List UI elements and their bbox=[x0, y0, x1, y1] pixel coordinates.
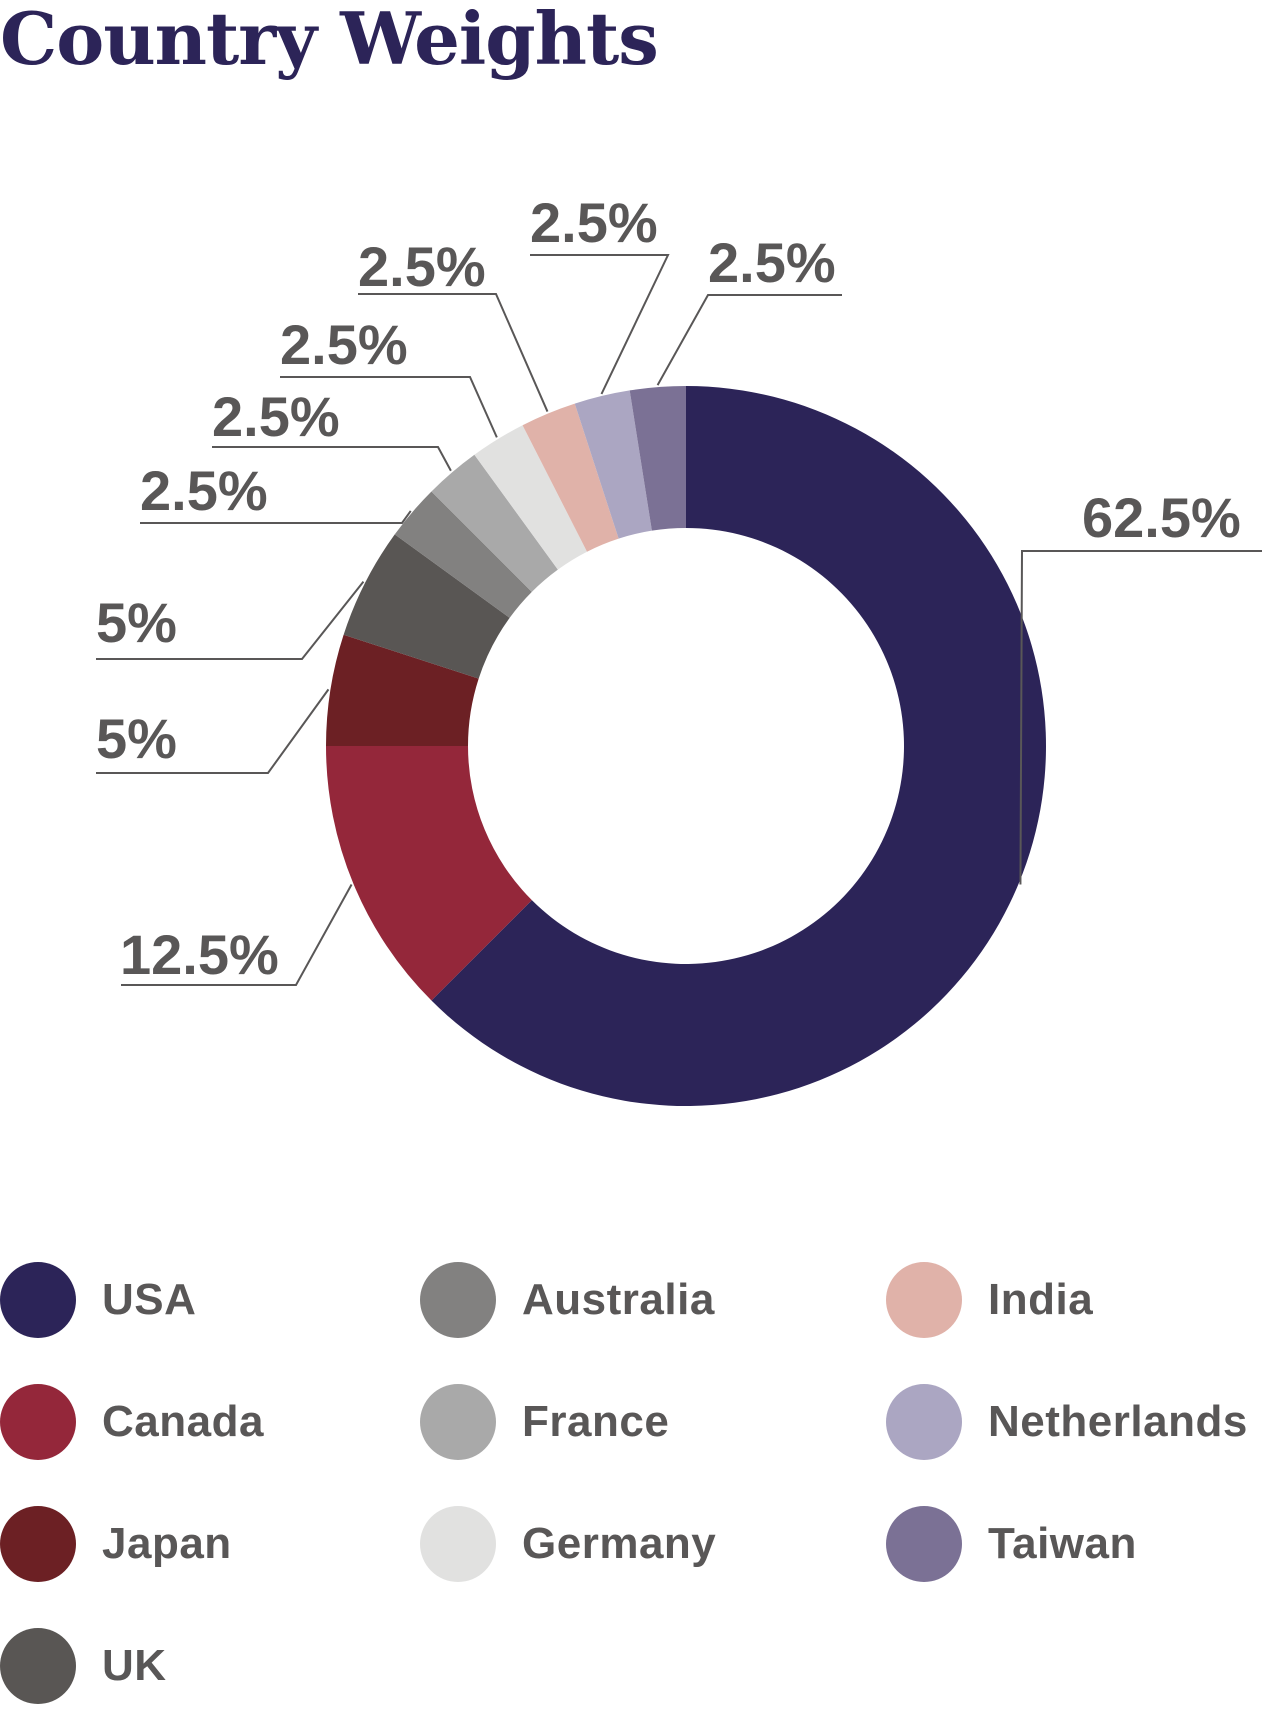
legend-label-netherlands: Netherlands bbox=[988, 1397, 1248, 1446]
legend-item-france: France bbox=[420, 1384, 669, 1460]
data-label-australia: 2.5% bbox=[140, 459, 268, 522]
legend-swatch-usa bbox=[0, 1262, 76, 1338]
legend-label-canada: Canada bbox=[102, 1397, 264, 1446]
slice-uk bbox=[343, 534, 510, 679]
legend-label-india: India bbox=[988, 1275, 1094, 1324]
legend-item-uk: UK bbox=[0, 1628, 167, 1704]
legend-item-india: India bbox=[886, 1262, 1093, 1338]
data-label-taiwan: 2.5% bbox=[708, 231, 836, 294]
legend-swatch-germany bbox=[420, 1506, 496, 1582]
legend-label-australia: Australia bbox=[522, 1275, 715, 1324]
donut-chart: 62.5% 12.5% 5% 5% 2.5% 2.5% 2.5% 2.5% 2.5% 2.5% bbox=[96, 191, 1262, 1106]
leader-line-australia bbox=[140, 510, 412, 524]
legend-label-france: France bbox=[522, 1397, 670, 1446]
leader-lines bbox=[96, 254, 1262, 986]
legend-label-uk: UK bbox=[102, 1641, 167, 1690]
slice-labels: 62.5% 12.5% 5% 5% 2.5% 2.5% 2.5% 2.5% 2.5% 2.5% bbox=[96, 191, 1241, 986]
slice-canada bbox=[326, 746, 532, 1001]
slice-taiwan bbox=[629, 386, 686, 531]
leader-line-usa bbox=[1019, 550, 1262, 885]
leader-line-canada bbox=[121, 884, 353, 986]
leader-line-uk bbox=[96, 581, 365, 660]
leader-line-india bbox=[358, 293, 549, 412]
slice-australia bbox=[394, 491, 532, 618]
legend-item-netherlands: Netherlands bbox=[886, 1384, 1248, 1460]
page-title: Country Weights bbox=[0, 0, 659, 81]
legend-item-usa: USA bbox=[0, 1262, 196, 1338]
legend-swatch-japan bbox=[0, 1506, 76, 1582]
legend-swatch-india bbox=[886, 1262, 962, 1338]
slice-usa bbox=[431, 386, 1047, 1106]
leader-line-japan bbox=[96, 688, 330, 774]
donut-slices bbox=[326, 386, 1047, 1106]
legend-item-japan: Japan bbox=[0, 1506, 232, 1582]
legend-swatch-netherlands bbox=[886, 1384, 962, 1460]
slice-netherlands bbox=[574, 390, 652, 539]
leader-line-france bbox=[212, 446, 452, 472]
legend-swatch-france bbox=[420, 1384, 496, 1460]
legend-label-usa: USA bbox=[102, 1275, 197, 1324]
legend-label-taiwan: Taiwan bbox=[988, 1519, 1137, 1568]
data-label-japan: 5% bbox=[96, 707, 177, 770]
legend-swatch-uk bbox=[0, 1628, 76, 1704]
legend-item-australia: Australia bbox=[420, 1262, 715, 1338]
slice-germany bbox=[474, 425, 588, 570]
leader-line-taiwan bbox=[656, 294, 842, 386]
legend-item-taiwan: Taiwan bbox=[886, 1506, 1137, 1582]
legend-label-japan: Japan bbox=[102, 1519, 232, 1568]
legend-swatch-taiwan bbox=[886, 1506, 962, 1582]
data-label-uk: 5% bbox=[96, 591, 177, 654]
legend-item-canada: Canada bbox=[0, 1384, 264, 1460]
legend-label-germany: Germany bbox=[522, 1519, 717, 1568]
legend-item-germany: Germany bbox=[420, 1506, 716, 1582]
data-label-netherlands: 2.5% bbox=[530, 191, 658, 254]
legend: USA Canada Japan UK Australia France Germany In… bbox=[0, 1262, 1262, 1704]
data-label-germany: 2.5% bbox=[280, 313, 408, 376]
data-label-france: 2.5% bbox=[212, 385, 340, 448]
legend-swatch-australia bbox=[420, 1262, 496, 1338]
data-label-usa: 62.5% bbox=[1082, 486, 1241, 549]
slice-japan bbox=[326, 634, 479, 746]
data-label-india: 2.5% bbox=[358, 235, 486, 298]
data-label-canada: 12.5% bbox=[120, 923, 279, 986]
slice-india bbox=[522, 403, 619, 552]
leader-line-netherlands bbox=[530, 254, 670, 395]
slice-france bbox=[431, 454, 558, 592]
legend-swatch-canada bbox=[0, 1384, 76, 1460]
leader-line-germany bbox=[280, 376, 498, 438]
